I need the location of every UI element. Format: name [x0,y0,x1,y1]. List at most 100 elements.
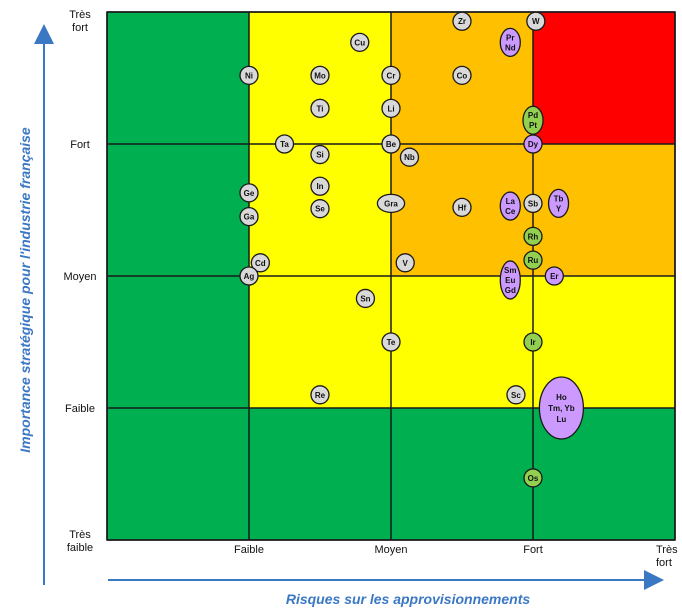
element-marker: Cd [250,253,271,273]
element-marker: Nb [399,147,420,167]
element-marker: Sc [506,385,526,405]
element-marker-shape [310,385,330,405]
element-marker-shape [310,65,330,86]
y-tick-label: Moyen [63,271,96,283]
element-marker-label: Ti [317,104,324,113]
element-marker-label: V [403,259,409,268]
element-marker-shape [239,65,259,86]
tick-labels: Faible Moyen Fort Très fort Très faible Faible M… [63,9,678,569]
element-marker-label: Co [457,71,468,80]
element-marker-shape [523,193,543,214]
element-marker: Ho Tm, Yb Lu [538,376,585,440]
element-marker-shape [499,260,521,300]
element-marker-shape [452,197,472,218]
element-marker-label: Te [387,338,396,347]
element-marker-shape [395,253,415,273]
y-tick-label: Faible [65,403,95,415]
element-marker-shape [523,468,543,488]
element-marker-label: Ni [245,71,253,80]
y-tick-label: Très faible [67,529,93,554]
element-marker-shape [523,250,543,270]
element-marker: Co [452,65,472,86]
element-marker-label: Cu [354,38,365,47]
element-marker-label: Zr [458,17,466,26]
element-marker-label: Si [316,151,324,160]
element-marker-label: Sm [504,266,516,275]
element-marker-label: Mo [314,71,326,80]
element-marker: Li [381,98,401,119]
element-marker-shape [239,266,259,286]
element-marker-label: Tb [554,194,564,203]
element-marker-shape [506,385,526,405]
element-marker-label: Ga [244,213,255,222]
element-marker: Ge [239,183,259,203]
element-marker-label: Os [528,474,539,483]
element-marker-shape [310,98,330,119]
element-marker-shape [376,193,406,214]
element-marker: Ag [239,266,259,286]
element-marker-label: Li [387,104,394,113]
element-marker: Rh [523,226,543,247]
element-marker-shape [523,134,543,154]
element-marker: Si [310,144,330,165]
element-marker-label: Nd [505,43,516,52]
element-marker: Er [544,266,564,286]
element-marker-shape [310,199,330,219]
element-marker-shape [310,176,330,196]
element-marker-shape [355,288,376,309]
element-marker-shape [381,98,401,119]
element-marker-label: Ce [505,207,516,216]
element-marker-label: Rh [528,232,539,241]
element-marker-shape [526,11,546,31]
element-marker-label: Se [315,205,325,214]
element-marker-label: Ag [244,272,255,281]
element-marker-label: Ir [530,338,535,347]
zone-3 [533,12,675,144]
element-marker-shape [538,376,585,440]
y-tick-label: Très fort [69,9,91,34]
element-marker-label: Hf [458,203,467,212]
element-marker: Se [310,199,330,219]
element-marker: Ti [310,98,330,119]
element-marker-label: Tm, Yb [548,404,575,413]
element-marker-label: Ru [528,256,539,265]
element-marker: Cu [350,32,370,53]
element-marker: Te [381,332,401,352]
element-marker-shape [544,266,564,286]
element-marker: TbY [547,188,570,219]
element-marker-label: La [506,197,516,206]
element-marker: Re [310,385,330,405]
element-marker-shape [350,32,370,53]
element-marker-shape [499,27,521,58]
element-marker-label: Nb [404,153,415,162]
element-marker: Zr [452,11,472,31]
element-marker: Gra [376,193,406,214]
element-marker-shape [381,134,401,154]
element-marker-shape [499,191,521,221]
element-marker-label: Ho [556,393,567,402]
element-marker-shape [250,253,271,273]
element-marker-shape [522,105,544,135]
element-marker-label: Dy [528,140,539,149]
element-marker: Mo [310,65,330,86]
element-marker-shape [523,226,543,247]
element-marker-shape [399,147,420,167]
element-marker-label: Gd [505,286,516,295]
element-marker-label: Re [315,391,326,400]
element-marker-label: Sn [360,294,370,303]
element-marker-shape [452,11,472,31]
x-tick-label: Faible [234,544,264,556]
element-marker: Ru [523,250,543,270]
element-marker: Sb [523,193,543,214]
element-marker: W [526,11,546,31]
y-tick-label: Fort [70,139,90,151]
element-marker-shape [381,332,401,352]
element-marker-label: In [316,182,323,191]
element-marker: Be [381,134,401,154]
element-marker: Dy [523,134,543,154]
element-marker: Ir [523,332,543,352]
element-marker-shape [239,183,259,203]
element-marker-label: Be [386,140,397,149]
